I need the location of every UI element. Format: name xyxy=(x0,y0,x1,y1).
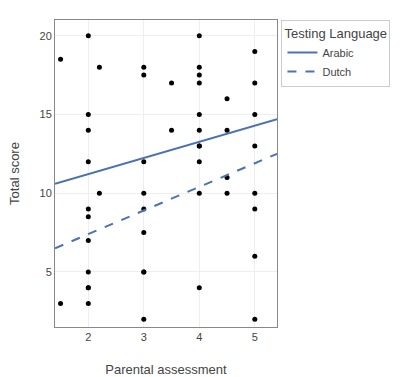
svg-text:5: 5 xyxy=(252,331,258,343)
svg-text:15: 15 xyxy=(40,108,52,120)
svg-text:2: 2 xyxy=(85,331,91,343)
svg-text:Total score: Total score xyxy=(7,142,22,205)
svg-text:Parental assessment: Parental assessment xyxy=(105,362,227,377)
svg-text:5: 5 xyxy=(46,266,52,278)
svg-text:Testing Language: Testing Language xyxy=(284,26,387,41)
svg-text:Dutch: Dutch xyxy=(322,66,351,78)
svg-text:10: 10 xyxy=(40,187,52,199)
svg-text:20: 20 xyxy=(40,30,52,42)
svg-text:3: 3 xyxy=(141,331,147,343)
svg-text:4: 4 xyxy=(196,331,202,343)
svg-text:Arabic: Arabic xyxy=(322,47,354,59)
